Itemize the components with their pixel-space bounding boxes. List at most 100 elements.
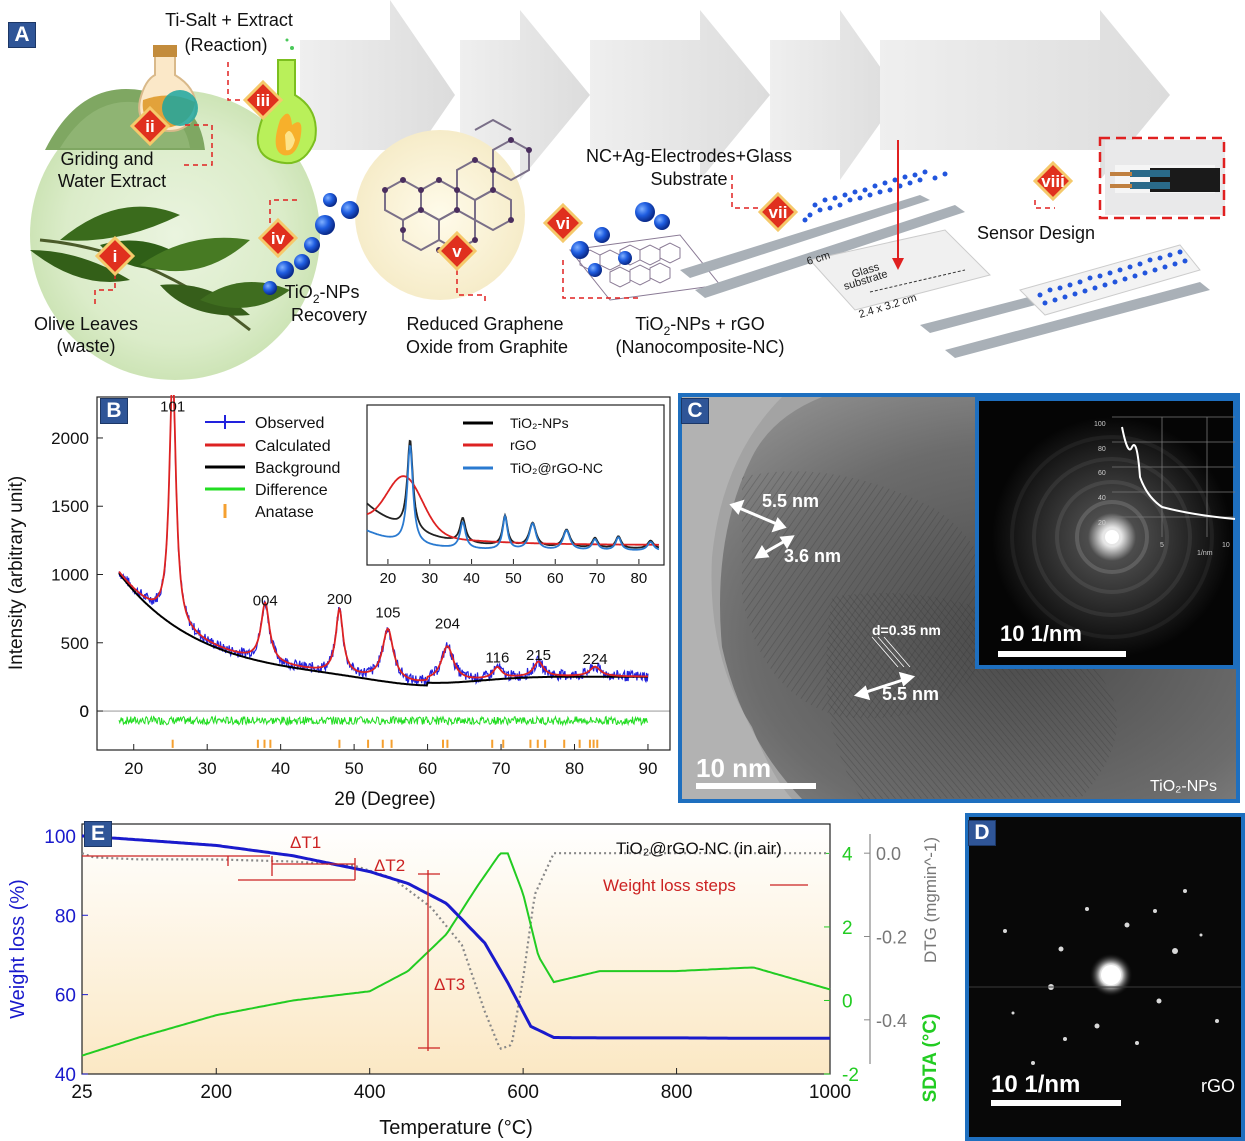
inset-tio2-curve [366,439,660,549]
e-sdta-tick-label--2: -2 [842,1065,859,1086]
rgo-label-line2: Oxide from Graphite [406,337,568,357]
panel-a-tag: A [8,22,36,48]
e-sdta-tick-label-2: 2 [842,918,853,939]
inset-scale-bar [998,651,1126,657]
panel-c-scale-label: 10 nm [696,753,771,783]
panel-d-scale-label: 10 1/nm [991,1071,1080,1098]
panel-b-ylabel: Intensity (arbitrary unit) [6,476,27,670]
panel-b-xlabel: 2θ (Degree) [334,789,435,810]
sensor-photo [1098,136,1226,220]
e-dtg-curve [81,852,830,1051]
panel-c-measurements [729,499,916,701]
electrodes-label-line1: NC+Ag-Electrodes+Glass [586,146,792,166]
b-peak-label-105: 105 [375,605,400,622]
e-weight-loss-curve [81,834,830,1040]
inset-tick-100: 100 [1094,421,1106,428]
b-peak-label-215: 215 [526,647,551,664]
panel-c-tag: C [681,398,709,424]
legend-background: Background [255,460,340,477]
panel-d-tag: D [968,820,996,846]
e-left-tick-label-60: 60 [55,986,76,1007]
panel-c-inset: 100 80 60 40 20 5 10 1/nm 10 1/nm [975,397,1236,669]
b-xtick-label-90: 90 [639,759,658,778]
step-vii-marker [757,191,799,233]
inset-nc-curve [366,444,660,551]
yellow-background-circle [355,130,525,300]
b-xtick-label-30: 30 [198,759,217,778]
rgo-diffraction-image: 10 1/nm rGO [969,889,1241,1106]
e-dtg-tick-label--0.2: -0.2 [876,928,907,948]
panel-d-corner-label: rGO [1201,1076,1235,1096]
tio2-recovery-line2: Recovery [291,305,367,325]
b-xtick-label-50: 50 [345,759,364,778]
step-iii-label: iii [256,91,270,110]
panel-e-ylabel-left: Weight loss (%) [7,879,29,1019]
inset-xtick-label-30: 30 [421,570,438,587]
step-v-marker [436,230,478,272]
legend-calculated: Calculated [255,438,331,455]
step-iii-marker [242,79,284,121]
ann-d-spacing: d=0.35 nm [872,622,941,638]
step-i-label: i [113,247,118,266]
e-xtick-label-200: 200 [200,1082,232,1103]
b-difference-curve [118,714,649,727]
reaction-label-line1: Ti-Salt + Extract [165,10,293,30]
b-xtick-label-70: 70 [492,759,511,778]
step-viii-label: viii [1041,172,1065,191]
inset-tick-10: 10 [1222,542,1230,549]
d-spacing-lines [871,636,911,668]
inset-xtick-label-60: 60 [547,570,564,587]
panel-e-title: TiO₂@rGO-NC (in air) [616,839,782,858]
step-iv-marker [257,217,299,259]
e-sdta-tick-label-4: 4 [842,844,853,865]
step-vii-label: vii [769,203,788,222]
griding-label-line2: Water Extract [58,171,166,191]
inset-xtick-label-40: 40 [463,570,480,587]
delta-t-annotations [82,855,808,1051]
panel-e-chart: 25 200 400 600 800 1000 40 60 80 100 -2 0 2 4 0.0 -0.2 -… [7,823,941,1139]
sensor-design-label: Sensor Design [977,223,1095,243]
b-ytick-label-0: 0 [80,702,89,721]
step-viii-marker [1032,160,1074,202]
b-ytick-label-2000: 2000 [51,429,89,448]
inset-xtick-label-70: 70 [589,570,606,587]
tem-image: 100 80 60 40 20 5 10 1/nm 10 1/nm [682,397,1236,799]
tio2-nanoparticles-icon [263,193,359,295]
ann-5-5nm-bottom: 5.5 nm [882,684,939,704]
b-xtick-label-20: 20 [124,759,143,778]
step-iv-label: iv [271,229,286,248]
panel-c-corner-label: TiO₂-NPs [1150,778,1217,795]
step-i-marker [94,235,136,277]
b-xtick-label-80: 80 [565,759,584,778]
b-ytick-label-500: 500 [61,634,89,653]
reaction-label-line2: (Reaction) [184,35,267,55]
inset-axis-unit: 1/nm [1197,550,1213,557]
e-dtg-tick-label-0: 0.0 [876,844,901,864]
nc-label-line2: (Nanocomposite-NC) [615,337,784,357]
inset-legend-nc: TiO₂@rGO-NC [510,460,603,476]
inset-tick-40: 40 [1098,495,1106,502]
b-peak-label-224: 224 [583,651,608,668]
panel-b-legend: Observed Calculated Background Differenc… [205,415,340,521]
olive-label-line1: Olive Leaves [34,314,138,334]
b-ytick-label-1000: 1000 [51,566,89,585]
b-xtick-label-40: 40 [271,759,290,778]
e-xtick-label-1000: 1000 [809,1082,851,1103]
e-xtick-label-25: 25 [71,1082,92,1103]
step-vi-marker [542,202,584,244]
step-v-label: v [452,242,462,261]
panel-e-tag: E [84,821,112,847]
ann-3-6nm: 3.6 nm [784,546,841,566]
inset-xtick-label-80: 80 [631,570,648,587]
leader-lines [94,62,1055,305]
inset-tick-20: 20 [1098,520,1106,527]
panel-a: i ii iii iv v vi vii viii Ti-Salt + Extr… [30,0,1226,380]
b-background-curve [118,572,648,687]
legend-difference: Difference [255,482,328,499]
e-xtick-label-600: 600 [507,1082,539,1103]
inset-xtick-label-50: 50 [505,570,522,587]
panel-c: 100 80 60 40 20 5 10 1/nm 10 1/nm [678,393,1240,803]
panel-b-peak-labels: 101 004 200 105 204 116 215 224 [160,398,607,668]
panel-b-inset: 20 30 40 50 60 70 80 TiO₂-NPs rGO TiO₂@rGO-NC [366,404,665,587]
